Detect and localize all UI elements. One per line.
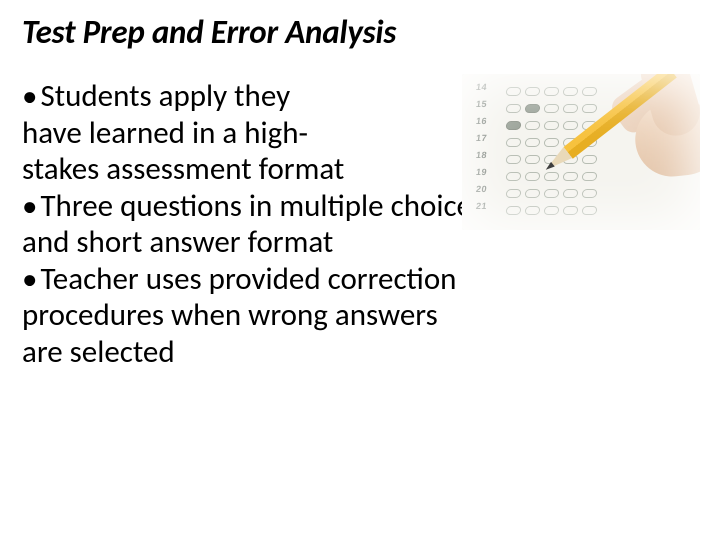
bubble-icon <box>505 87 521 96</box>
row-number: 17 <box>475 133 487 143</box>
bubble-icon <box>524 87 540 96</box>
body-text: procedures when wrong answers <box>22 297 698 334</box>
bubble-icon <box>505 155 521 164</box>
row-number: 21 <box>475 201 487 211</box>
bullet-icon: • <box>22 81 37 112</box>
bubble-icon <box>505 121 521 130</box>
bubble-icon <box>505 104 521 113</box>
bullet-icon: • <box>22 191 37 222</box>
bubble-icon <box>524 189 540 198</box>
bubble-icon <box>524 206 540 215</box>
row-number: 15 <box>475 99 487 109</box>
hand-graphic <box>540 74 700 223</box>
body-text: Three questions in multiple choice <box>40 187 472 225</box>
body-text: Teacher uses provided correction <box>40 260 456 298</box>
bubble-icon <box>505 189 521 198</box>
bubble-icon <box>505 172 521 181</box>
row-number: 16 <box>475 116 487 126</box>
bubble-icon <box>505 206 521 215</box>
bubble-icon <box>524 172 540 181</box>
slide-title: Test Prep and Error Analysis <box>22 14 698 52</box>
bubble-icon <box>524 155 540 164</box>
row-number: 19 <box>475 167 487 177</box>
bubble-icon <box>524 104 540 113</box>
bubble-icon <box>505 138 521 147</box>
row-number: 14 <box>475 82 487 92</box>
row-number: 18 <box>475 150 487 160</box>
bullet-line-3: •Teacher uses provided correction <box>22 261 698 298</box>
body-text: are selected <box>22 334 698 371</box>
row-number: 20 <box>475 184 487 194</box>
bullet-icon: • <box>22 264 37 295</box>
scantron-image: 14 15 16 17 18 19 20 21 <box>462 74 700 230</box>
body-text: Students apply they <box>40 77 290 115</box>
bubble-icon <box>524 138 540 147</box>
bubble-icon <box>524 121 540 130</box>
slide: Test Prep and Error Analysis 14151617181… <box>0 0 720 540</box>
